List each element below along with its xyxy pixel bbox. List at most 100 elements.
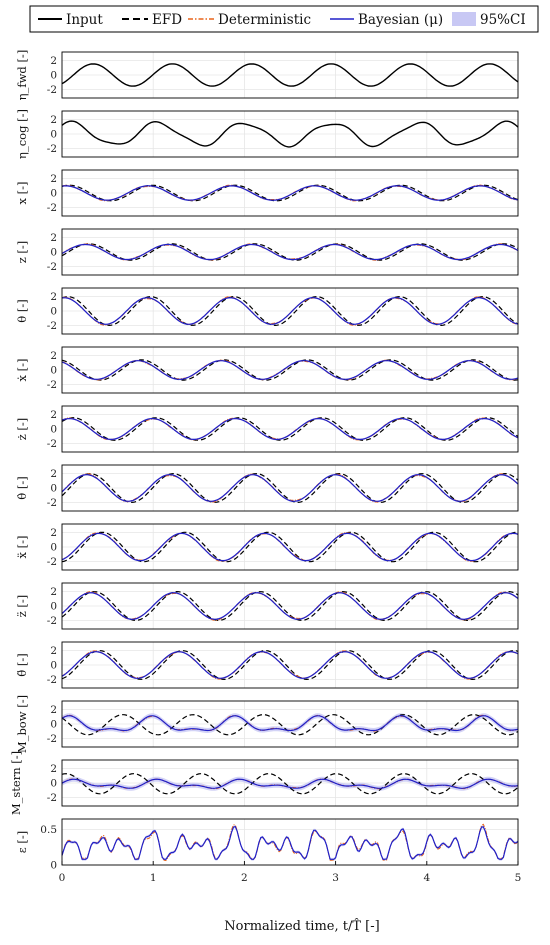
y-axis-label: z̈ [-] xyxy=(15,595,29,618)
y-tick-label: -2 xyxy=(47,792,57,804)
y-tick-label: -2 xyxy=(47,379,57,391)
panel-7: 2 0 -2 θ̇ [-] xyxy=(15,464,519,512)
panel-1: 2 0 -2 η_cog [-] xyxy=(15,109,519,159)
panel-frame xyxy=(61,582,519,630)
y-axis-label: z [-] xyxy=(15,241,29,264)
y-tick-label: 2 xyxy=(50,114,57,126)
panel-frame xyxy=(61,110,519,158)
series-efd xyxy=(61,359,519,381)
y-axis-label: M_bow [-] xyxy=(15,695,29,753)
panel-12: 2 0 -2 M_stern [-] xyxy=(9,751,519,815)
panels: 2 0 -2 η_fwd [-] 2 0 -2 η_cog [-] 2 0 -2 x [-] 2 0 -2 z… xyxy=(9,50,521,884)
series-efd xyxy=(61,773,519,795)
y-axis-label: θ̈ [-] xyxy=(15,653,29,676)
y-tick-label: 0 xyxy=(50,483,57,495)
y-axis-label: ż [-] xyxy=(15,418,29,441)
x-tick-label: 3 xyxy=(332,872,339,884)
y-axis-label: M_stern [-] xyxy=(9,751,23,815)
series-ci-band xyxy=(62,776,518,791)
y-tick-label: 2 xyxy=(50,173,57,185)
y-tick-label: -2 xyxy=(47,84,57,96)
y-axis-label: θ [-] xyxy=(15,299,29,322)
x-tick-label: 4 xyxy=(423,872,430,884)
y-tick-label: 2 xyxy=(50,645,57,657)
y-tick-label: -2 xyxy=(47,202,57,214)
panel-frame xyxy=(61,287,519,335)
y-tick-label: 0 xyxy=(50,129,57,141)
panel-4: 2 0 -2 θ [-] xyxy=(15,287,519,335)
series-efd xyxy=(61,649,519,681)
y-tick-label: -2 xyxy=(47,143,57,155)
panel-frame xyxy=(61,700,519,748)
y-tick-label: 0 xyxy=(50,365,57,377)
y-axis-label: ẍ [-] xyxy=(15,536,29,559)
panel-3: 2 0 -2 z [-] xyxy=(15,228,519,276)
y-tick-label: 0 xyxy=(50,247,57,259)
panel-6: 2 0 -2 ż [-] xyxy=(15,405,519,453)
legend-efd-label: EFD xyxy=(152,12,182,28)
series-bayesian xyxy=(61,825,519,860)
y-tick-label: 0 xyxy=(50,306,57,318)
panel-frame xyxy=(61,818,519,866)
y-tick-label: -2 xyxy=(47,733,57,745)
panel-2: 2 0 -2 x [-] xyxy=(15,169,519,217)
series-efd xyxy=(61,590,519,622)
y-tick-label: 0 xyxy=(50,719,57,731)
panel-frame xyxy=(61,169,519,217)
panel-frame xyxy=(61,641,519,689)
y-axis-label: ε [-] xyxy=(15,831,29,853)
y-tick-label: -2 xyxy=(47,438,57,450)
y-tick-label: 0 xyxy=(50,860,57,872)
series-bayesian xyxy=(61,185,519,201)
series-bayesian xyxy=(61,715,519,732)
y-tick-label: 0 xyxy=(50,778,57,790)
panel-frame xyxy=(61,228,519,276)
y-tick-label: 0 xyxy=(50,660,57,672)
y-tick-label: 2 xyxy=(50,232,57,244)
legend: Input EFD Deterministic Bayesian (μ) 95%… xyxy=(29,5,539,33)
y-tick-label: 0 xyxy=(50,424,57,436)
y-tick-label: 2 xyxy=(50,409,57,421)
y-axis-label: θ̇ [-] xyxy=(15,476,29,499)
y-tick-label: -2 xyxy=(47,556,57,568)
legend-bayesian-label: Bayesian (μ) xyxy=(358,12,443,28)
panel-0: 2 0 -2 η_fwd [-] xyxy=(15,50,519,101)
series-bayesian xyxy=(61,474,519,502)
y-tick-label: 2 xyxy=(50,704,57,716)
y-axis-label: η_cog [-] xyxy=(15,109,29,159)
y-tick-label: 0 xyxy=(50,601,57,613)
series-efd xyxy=(61,714,519,736)
x-axis-label: Normalized time, t/T̂ [-] xyxy=(224,918,379,934)
legend-ci-swatch xyxy=(452,12,476,26)
x-tick-label: 1 xyxy=(150,872,157,884)
y-tick-label: -2 xyxy=(47,615,57,627)
panel-frame xyxy=(61,759,519,807)
y-tick-label: 2 xyxy=(50,763,57,775)
series-efd xyxy=(61,472,519,504)
panel-13: 0.5 0 ε [-] xyxy=(15,818,519,872)
y-tick-label: 2 xyxy=(50,291,57,303)
series-bayesian xyxy=(61,297,519,325)
y-tick-label: 2 xyxy=(50,55,57,67)
series-bayesian xyxy=(61,532,519,562)
y-tick-label: 2 xyxy=(50,468,57,480)
series-efd xyxy=(61,295,519,327)
y-tick-label: -2 xyxy=(47,674,57,686)
y-tick-label: 0 xyxy=(50,70,57,82)
legend-input-label: Input xyxy=(66,12,103,28)
y-tick-label: 0 xyxy=(50,188,57,200)
legend-ci-label: 95%CI xyxy=(480,12,526,28)
panel-frame xyxy=(61,346,519,394)
series-bayesian xyxy=(61,592,519,620)
series-bayesian xyxy=(61,778,519,789)
y-tick-label: 2 xyxy=(50,527,57,539)
y-axis-label: η_fwd [-] xyxy=(15,50,29,101)
series-bayesian xyxy=(61,417,519,441)
y-axis-label: ẋ [-] xyxy=(15,359,29,382)
series-input xyxy=(61,120,519,148)
legend-deterministic-label: Deterministic xyxy=(218,12,311,28)
y-tick-label: -2 xyxy=(47,497,57,509)
panel-frame xyxy=(61,51,519,99)
panel-frame xyxy=(61,523,519,571)
